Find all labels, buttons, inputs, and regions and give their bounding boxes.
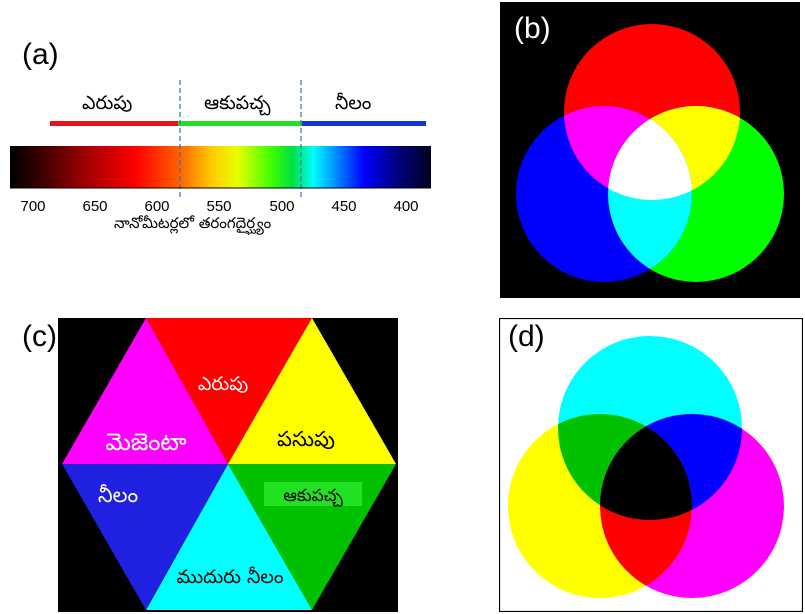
band-bar-blue — [302, 121, 426, 126]
spectrum-diagram — [10, 80, 431, 198]
band-label-green: ఆకుపచ్చ — [204, 92, 271, 114]
segment-label-magenta: మెజెంటా — [105, 428, 186, 456]
green-label-highlight — [264, 482, 362, 506]
subtractive-mixing-diagram — [499, 318, 803, 612]
color-hexagon-diagram: ఎరుపు పసుపు ఆకుపచ్చ ముదురు నీలం నీలం మెజ… — [58, 318, 398, 612]
tick-label-400: 400 — [393, 198, 419, 215]
black-overlap — [600, 414, 692, 520]
panel-d-label: (d) — [508, 320, 545, 353]
tick-label-600: 600 — [144, 198, 170, 215]
tick-label-500: 500 — [269, 198, 295, 215]
panel-c-label: (c) — [22, 320, 57, 353]
segment-label-cyan: ముదురు నీలం — [177, 566, 284, 588]
band-bar-green — [178, 121, 302, 126]
tick-label-700: 700 — [20, 198, 46, 215]
additive-mixing-diagram — [500, 2, 800, 298]
tick-label-650: 650 — [82, 198, 108, 215]
spectrum-bar — [10, 146, 431, 188]
band-label-red: ఎరుపు — [82, 92, 133, 114]
segment-label-red: ఎరుపు — [198, 373, 248, 395]
white-overlap — [608, 106, 692, 200]
segment-blue — [62, 464, 228, 610]
segment-label-blue: నీలం — [98, 483, 138, 507]
segment-magenta — [62, 318, 228, 464]
tick-label-450: 450 — [331, 198, 357, 215]
band-bar-red — [50, 121, 178, 126]
segment-label-green: ఆకుపచ్చ — [283, 486, 343, 507]
tick-label-550: 550 — [206, 198, 232, 215]
panel-a-label: (a) — [22, 38, 59, 71]
band-label-blue: నీలం — [335, 92, 372, 114]
segment-yellow — [228, 318, 396, 464]
axis-title: నానోమీటర్లలో తరంగదైర్ఘ్యం — [114, 214, 272, 232]
segment-cyan — [146, 464, 312, 610]
segment-red — [146, 318, 312, 464]
panel-b-label: (b) — [514, 12, 551, 45]
segment-label-yellow: పసుపు — [277, 427, 335, 451]
